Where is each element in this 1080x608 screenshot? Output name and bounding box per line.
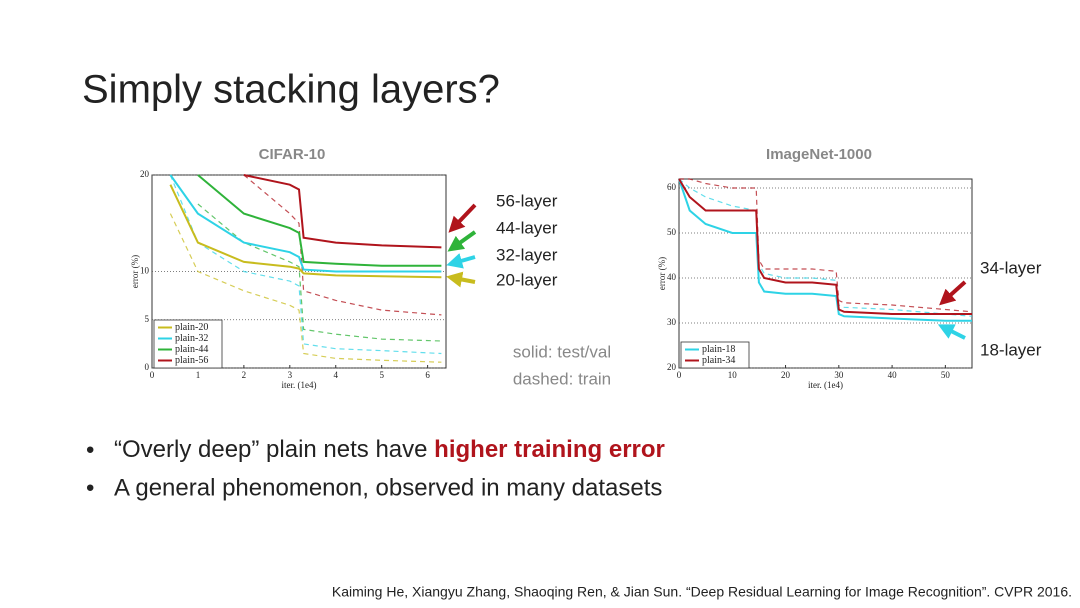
x-tick-label: 2 bbox=[242, 370, 247, 380]
test-line bbox=[197, 174, 442, 267]
y-tick-label: 0 bbox=[145, 362, 150, 372]
y-tick-label: 10 bbox=[140, 266, 150, 276]
y-tick-label: 30 bbox=[667, 317, 677, 327]
arrow bbox=[937, 324, 966, 340]
arrow-label: 56-layer bbox=[496, 191, 558, 210]
x-axis-label: iter. (1e4) bbox=[282, 380, 317, 390]
x-tick-label: 1 bbox=[196, 370, 201, 380]
y-axis-label: error (%) bbox=[657, 257, 667, 290]
arrow-label: 44-layer bbox=[496, 218, 558, 237]
bullet-highlight: higher training error bbox=[434, 436, 665, 463]
legend-label: plain-44 bbox=[175, 344, 208, 355]
arrow-label: 32-layer bbox=[496, 245, 558, 264]
arrow bbox=[448, 203, 477, 233]
arrow-label: 20-layer bbox=[496, 270, 558, 289]
arrow bbox=[446, 271, 476, 288]
x-tick-label: 10 bbox=[728, 370, 738, 380]
legend-box bbox=[680, 341, 750, 369]
x-tick-label: 6 bbox=[425, 370, 430, 380]
test-line bbox=[169, 174, 442, 273]
x-tick-label: 20 bbox=[781, 370, 791, 380]
x-tick-label: 50 bbox=[941, 370, 951, 380]
test-line bbox=[678, 178, 972, 315]
y-tick-label: 60 bbox=[667, 182, 677, 192]
x-tick-label: 30 bbox=[834, 370, 844, 380]
arrow-label: 18-layer bbox=[980, 340, 1042, 359]
y-tick-label: 50 bbox=[667, 227, 677, 237]
arrow bbox=[939, 280, 967, 306]
x-axis-label: iter. (1e4) bbox=[808, 380, 843, 390]
y-tick-label: 20 bbox=[667, 362, 677, 372]
test-line bbox=[678, 178, 972, 322]
y-tick-label: 5 bbox=[145, 314, 150, 324]
slide-title: Simply stacking layers? bbox=[82, 68, 500, 112]
arrow bbox=[447, 230, 477, 252]
bullet-text: A general phenomenon, observed in many d… bbox=[114, 474, 662, 501]
bullet: “Overly deep” plain nets have higher tra… bbox=[114, 436, 665, 463]
train-line bbox=[243, 174, 442, 316]
x-tick-label: 4 bbox=[334, 370, 339, 380]
x-tick-label: 0 bbox=[677, 370, 682, 380]
legend-label: plain-34 bbox=[702, 355, 735, 366]
bullet-dot: • bbox=[86, 474, 94, 501]
test-line bbox=[169, 184, 442, 279]
x-tick-label: 5 bbox=[379, 370, 384, 380]
y-tick-label: 20 bbox=[140, 169, 150, 179]
chart-title: CIFAR-10 bbox=[259, 146, 326, 163]
y-axis-label: error (%) bbox=[130, 255, 140, 288]
plot-frame bbox=[678, 178, 973, 369]
x-tick-label: 40 bbox=[888, 370, 898, 380]
arrow bbox=[446, 253, 476, 269]
citation: Kaiming He, Xiangyu Zhang, Shaoqing Ren,… bbox=[332, 584, 1072, 600]
train-line bbox=[679, 178, 973, 313]
train-line bbox=[197, 203, 442, 342]
arrow-label: 34-layer bbox=[980, 258, 1042, 277]
legend-label: plain-20 bbox=[175, 322, 208, 333]
train-line bbox=[678, 178, 973, 317]
bullet-dot: • bbox=[86, 436, 94, 463]
train-line bbox=[169, 174, 442, 355]
legend-label: plain-56 bbox=[175, 355, 208, 366]
train-line bbox=[169, 213, 442, 363]
x-tick-label: 3 bbox=[288, 370, 293, 380]
y-tick-label: 40 bbox=[667, 272, 677, 282]
test-line bbox=[243, 174, 442, 249]
chart-title: ImageNet-1000 bbox=[766, 146, 872, 163]
legend-label: plain-18 bbox=[702, 344, 735, 355]
style-note: solid: test/val bbox=[513, 342, 611, 361]
x-tick-label: 0 bbox=[150, 370, 155, 380]
bullet-text: “Overly deep” plain nets have bbox=[114, 436, 434, 463]
legend-label: plain-32 bbox=[175, 333, 208, 344]
style-note: dashed: train bbox=[513, 369, 611, 388]
